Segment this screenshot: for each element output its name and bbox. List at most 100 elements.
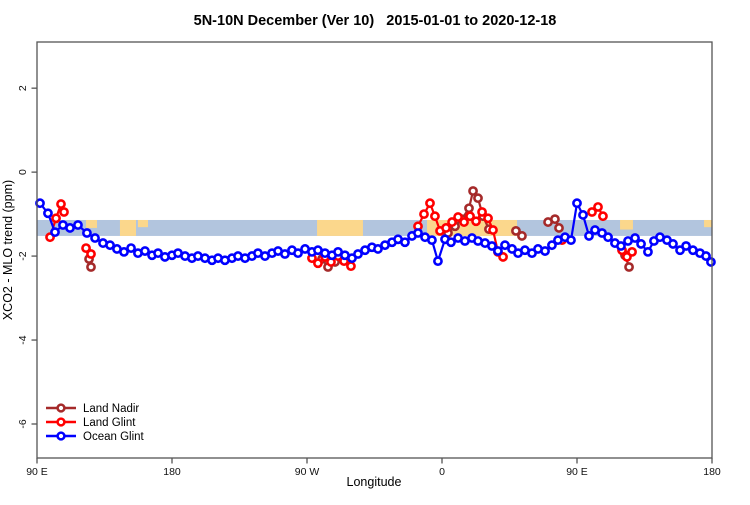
- data-point-marker: [616, 241, 626, 251]
- x-tick-label: 90 E: [566, 466, 588, 478]
- data-point-marker: [419, 209, 429, 220]
- data-point-marker: [413, 228, 423, 238]
- data-point-marker: [500, 240, 510, 251]
- ocean-band: [37, 219, 712, 236]
- data-point-marker: [627, 246, 637, 257]
- legend-item-label: Land Glint: [83, 417, 136, 429]
- data-point-marker: [464, 203, 474, 214]
- data-point-marker: [59, 207, 69, 217]
- data-point-marker: [488, 225, 498, 235]
- data-point-marker: [119, 246, 129, 257]
- y-tick-label: 0: [17, 169, 29, 175]
- legend-item: Ocean Glint: [46, 431, 145, 443]
- data-point-marker: [153, 248, 163, 259]
- x-tick-label: 180: [703, 466, 721, 478]
- data-point-marker: [554, 223, 564, 233]
- legend-item-label: Land Nadir: [83, 403, 139, 415]
- data-point-marker: [547, 240, 557, 251]
- data-point-marker: [447, 217, 457, 227]
- data-point-marker: [706, 257, 716, 267]
- data-point-marker: [483, 213, 493, 224]
- land-segment: [86, 219, 97, 228]
- y-tick-label: 2: [17, 85, 29, 91]
- land-segment: [317, 219, 363, 236]
- data-point-marker: [643, 246, 653, 257]
- data-point-marker: [487, 241, 497, 251]
- data-point-marker: [51, 213, 61, 224]
- x-tick-label: 180: [163, 466, 181, 478]
- legend-key-marker: [56, 403, 66, 413]
- data-point-marker: [498, 252, 508, 262]
- data-point-marker: [441, 223, 451, 233]
- series-land-glint: [45, 198, 637, 272]
- legend-item: Land Glint: [46, 417, 136, 429]
- data-point-marker: [353, 249, 363, 259]
- data-point-marker: [572, 198, 582, 209]
- data-point-marker: [346, 261, 356, 272]
- land-segment: [620, 219, 633, 230]
- data-point-marker: [433, 256, 443, 267]
- data-point-marker: [81, 243, 91, 254]
- data-point-marker: [293, 248, 303, 259]
- data-point-marker: [668, 239, 678, 249]
- data-point-marker: [459, 217, 469, 227]
- y-tick-label: -2: [17, 251, 29, 260]
- data-point-marker: [603, 232, 613, 243]
- data-point-marker: [280, 249, 290, 259]
- series-ocean-glint: [35, 198, 716, 267]
- data-point-marker: [493, 246, 503, 256]
- y-tick-label: -6: [17, 419, 29, 428]
- data-point-marker: [400, 237, 410, 248]
- land-segment: [704, 219, 712, 228]
- data-point-marker: [453, 212, 463, 222]
- legend-key-marker: [56, 417, 66, 427]
- data-point-marker: [511, 226, 521, 236]
- plot-border: [36, 41, 713, 459]
- x-axis-ticks: 90 E 180 90 W 0 90 E 180: [26, 458, 721, 478]
- land-segment: [119, 219, 136, 236]
- data-point-marker: [517, 231, 527, 241]
- data-point-marker: [468, 186, 478, 196]
- data-point-marker: [566, 235, 576, 246]
- legend-key-marker: [56, 431, 66, 441]
- legend-item-label: Ocean Glint: [83, 431, 145, 443]
- data-point-marker: [598, 211, 608, 222]
- data-point-marker: [473, 193, 483, 204]
- data-point-marker: [477, 207, 487, 217]
- data-point-marker: [50, 227, 60, 238]
- data-point-marker: [86, 249, 96, 259]
- x-tick-label: 90 E: [26, 466, 48, 478]
- x-tick-label: 90 W: [295, 466, 320, 478]
- data-point-marker: [471, 216, 481, 227]
- data-point-marker: [90, 233, 100, 243]
- data-point-marker: [624, 262, 634, 272]
- data-point-marker: [43, 208, 53, 219]
- data-point-marker: [550, 214, 560, 225]
- data-point-marker: [73, 220, 83, 230]
- legend: Land Nadir Land Glint Ocean Glint: [46, 403, 145, 443]
- data-point-marker: [587, 207, 597, 217]
- data-point-marker: [540, 246, 550, 256]
- x-axis-label: Longitude: [347, 475, 402, 489]
- data-point-marker: [593, 202, 603, 212]
- data-point-marker: [425, 198, 435, 209]
- data-point-marker: [681, 241, 691, 251]
- data-point-marker: [465, 211, 475, 222]
- chart-title: 5N-10N December (Ver 10) 2015-01-01 to 2…: [194, 13, 557, 29]
- data-point-marker: [446, 237, 456, 248]
- data-point-marker: [140, 246, 150, 256]
- data-point-marker: [313, 258, 323, 269]
- data-point-marker: [630, 233, 640, 243]
- data-point-marker: [65, 223, 75, 233]
- x-tick-label: 0: [439, 466, 445, 478]
- y-axis-ticks: 2 0 -2 -4 -6: [17, 85, 37, 429]
- data-point-marker: [373, 244, 383, 254]
- data-point-marker: [105, 240, 115, 251]
- data-point-marker: [427, 235, 437, 246]
- land-segment: [137, 219, 148, 228]
- data-point-marker: [430, 211, 440, 222]
- data-point-marker: [56, 199, 66, 209]
- data-point-marker: [86, 262, 96, 272]
